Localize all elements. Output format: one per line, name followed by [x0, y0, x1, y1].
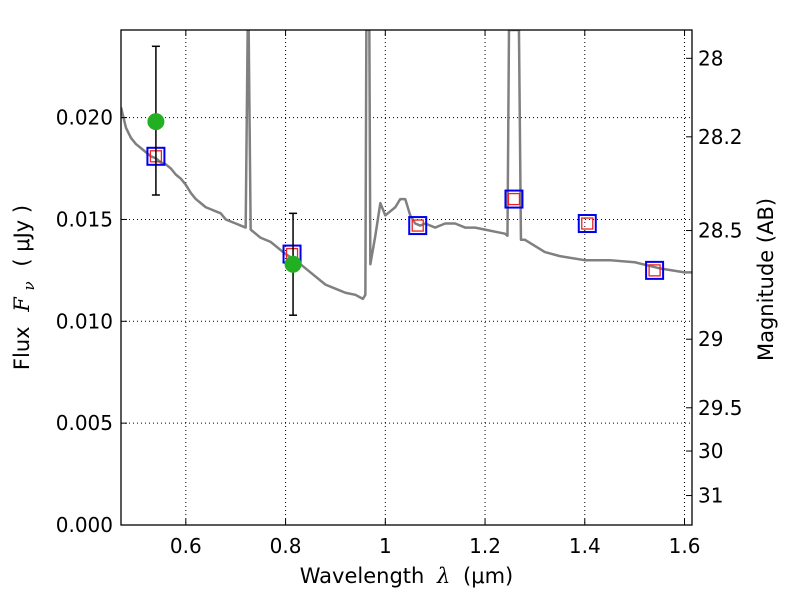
observed-point — [284, 255, 302, 273]
y-axis-label: Flux F ν ( μJy ) — [10, 205, 39, 370]
grid — [121, 30, 692, 526]
y2-tick-label: 29.5 — [698, 396, 743, 420]
y-tick-label: 0.005 — [56, 411, 113, 435]
model-photometry-square — [504, 189, 524, 209]
x-tick-label: 1 — [379, 534, 392, 558]
x-tick-label: 1.4 — [569, 534, 601, 558]
model-photometry-square — [645, 260, 665, 280]
model-photometry-inner-square — [411, 219, 424, 232]
y2-tick-label: 28.5 — [698, 219, 743, 243]
x-tick-label: 1.2 — [469, 534, 501, 558]
x-tick-label: 0.8 — [270, 534, 302, 558]
y2-tick-label: 28 — [698, 46, 723, 70]
x-tick-label: 0.6 — [170, 534, 202, 558]
model-photometry-square — [408, 216, 428, 236]
y-tick-label: 0.000 — [56, 513, 113, 537]
y2-tick-label: 30 — [698, 439, 723, 463]
observed-point — [147, 113, 165, 131]
y2-tick-label: 29 — [698, 327, 723, 351]
axes-frame — [120, 29, 693, 526]
x-axis-label: Wavelength λ (μm) — [300, 564, 513, 588]
x-tick-label: 1.6 — [669, 534, 701, 558]
y2-tick-label: 31 — [698, 484, 723, 508]
model-photometry-inner-square — [507, 192, 521, 206]
y2-axis-label: Magnitude (AB) — [754, 198, 778, 361]
model-photometry-inner-square — [581, 217, 594, 230]
y-tick-label: 0.015 — [56, 207, 113, 231]
ticks: 0.6 0.8 1 1.2 1.4 1.6 0.000 0.005 0.010 0.015 0.02… — [56, 30, 743, 558]
y-tick-label: 0.010 — [56, 309, 113, 333]
plot-area — [121, 30, 692, 316]
model-spectrum-line — [121, 30, 692, 301]
y-tick-label: 0.020 — [56, 106, 113, 130]
model-photometry-square — [577, 214, 597, 234]
y2-tick-label: 28.2 — [698, 125, 743, 149]
model-photometry-inner-square — [648, 264, 661, 277]
